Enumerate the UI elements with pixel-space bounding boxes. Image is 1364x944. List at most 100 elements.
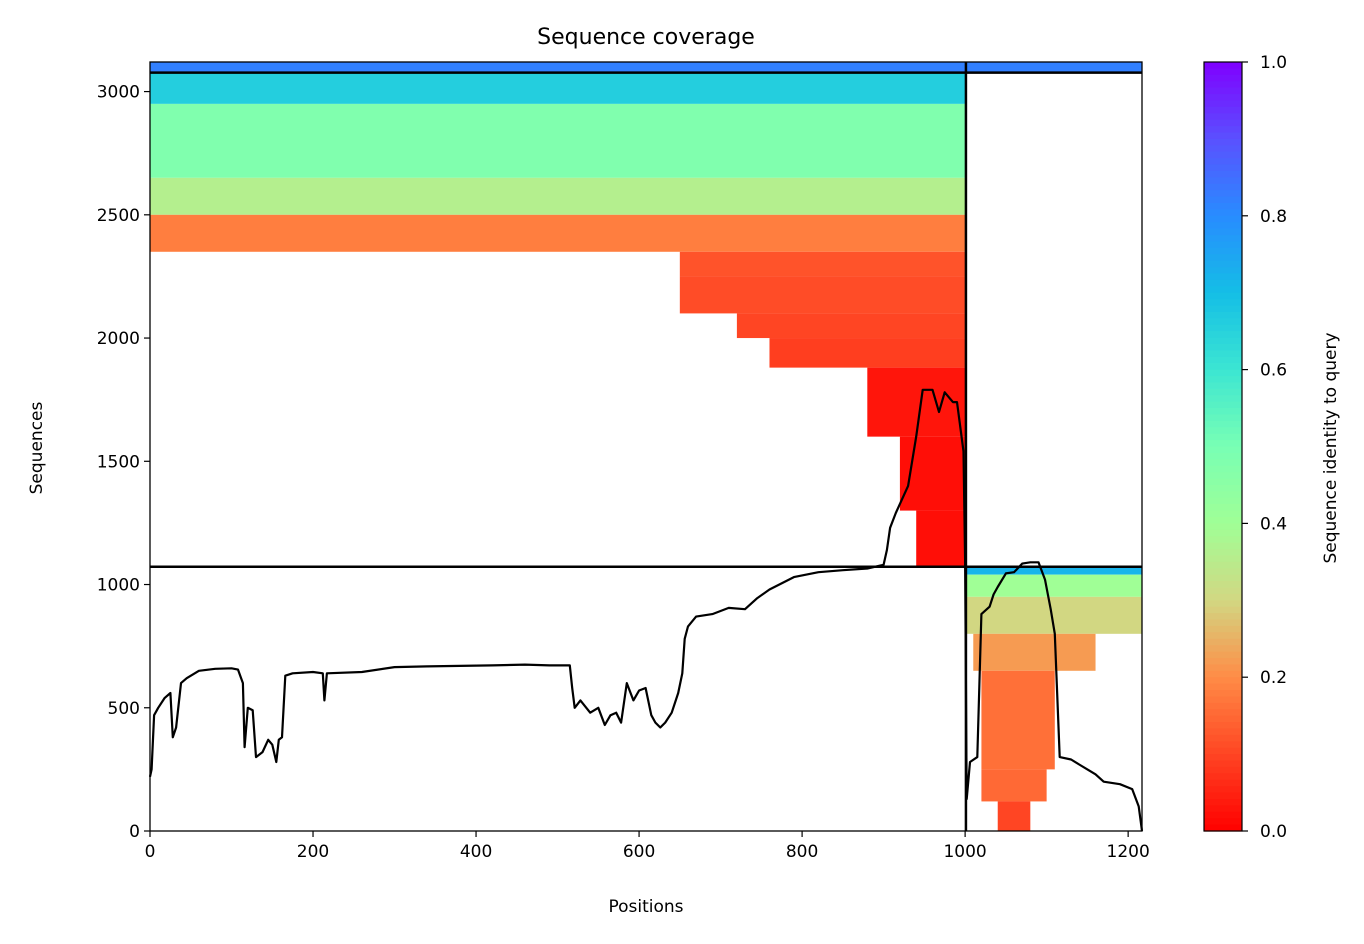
coverage-block <box>150 72 966 104</box>
coverage-block <box>736 313 966 339</box>
colorbar-segment <box>1204 754 1242 762</box>
colorbar-segment <box>1204 664 1242 672</box>
colorbar-segment <box>1204 138 1242 146</box>
coverage-block <box>150 177 966 215</box>
colorbar-segment <box>1204 625 1242 633</box>
colorbar-segment <box>1204 536 1242 544</box>
colorbar-segment <box>1204 818 1242 826</box>
colorbar-segment <box>1204 452 1242 460</box>
x-tick-label: 1000 <box>943 842 986 862</box>
y-tick-label: 0 <box>129 822 140 842</box>
coverage-block <box>981 769 1047 802</box>
colorbar-segment <box>1204 369 1242 377</box>
colorbar-segment <box>1204 331 1242 339</box>
colorbar-segment <box>1204 388 1242 396</box>
colorbar-segment <box>1204 760 1242 768</box>
colorbar-segment <box>1204 715 1242 723</box>
colorbar-segment <box>1204 632 1242 640</box>
colorbar-segment <box>1204 350 1242 358</box>
plot-frame <box>149 61 1143 832</box>
colorbar-segment <box>1204 408 1242 416</box>
colorbar-segment <box>1204 728 1242 736</box>
colorbar-label: Sequence identity to query <box>1321 332 1341 563</box>
colorbar-segment <box>1204 459 1242 467</box>
colorbar-segment <box>1204 279 1242 287</box>
colorbar-segment <box>1204 472 1242 480</box>
colorbar-segment <box>1204 286 1242 294</box>
colorbar-segment <box>1204 164 1242 172</box>
colorbar-segment <box>1204 343 1242 351</box>
colorbar-tick-label: 0.2 <box>1260 668 1287 688</box>
colorbar-segment <box>1204 651 1242 659</box>
colorbar-segment <box>1204 356 1242 364</box>
y-tick-label: 1000 <box>97 576 140 596</box>
colorbar-segment <box>1204 542 1242 550</box>
colorbar-segment <box>1204 62 1242 70</box>
colorbar-segment <box>1204 581 1242 589</box>
colorbar-segment <box>1204 504 1242 512</box>
colorbar-segment <box>1204 773 1242 781</box>
colorbar-segment <box>1204 593 1242 601</box>
colorbar-segment <box>1204 420 1242 428</box>
colorbar-segment <box>1204 247 1242 255</box>
colorbar-segment <box>1204 87 1242 95</box>
colorbar-segment <box>1204 440 1242 448</box>
coverage-block <box>867 367 966 437</box>
colorbar-frame <box>1203 61 1243 832</box>
y-tick-label: 2500 <box>97 206 140 226</box>
colorbar-segment <box>1204 523 1242 531</box>
colorbar-segment <box>1204 516 1242 524</box>
colorbar-segment <box>1204 734 1242 742</box>
colorbar-segment <box>1204 568 1242 576</box>
y-axis-label: Sequences <box>27 402 47 495</box>
colorbar-segment <box>1204 100 1242 108</box>
y-tick-label: 3000 <box>97 83 140 103</box>
colorbar-segment <box>1204 645 1242 653</box>
coverage-block <box>679 251 966 277</box>
coverage-line <box>148 388 1144 832</box>
colorbar-segment <box>1204 606 1242 614</box>
coverage-block <box>150 103 966 178</box>
y-tick-label: 500 <box>108 699 140 719</box>
colorbar-segment <box>1204 766 1242 774</box>
colorbar-segment <box>1204 792 1242 800</box>
colorbar-segment <box>1204 561 1242 569</box>
y-tick-label: 2000 <box>97 329 140 349</box>
colorbar-segment <box>1204 690 1242 698</box>
colorbar-segment <box>1204 376 1242 384</box>
x-axis-label: Positions <box>608 897 683 917</box>
colorbar-segment <box>1204 318 1242 326</box>
coverage-block <box>965 566 1142 575</box>
colorbar-segment <box>1204 260 1242 268</box>
colorbar-segment <box>1204 106 1242 114</box>
coverage-block <box>769 338 966 368</box>
colorbar-segment <box>1204 549 1242 557</box>
colorbar-segment <box>1204 158 1242 166</box>
colorbar-segment <box>1204 273 1242 281</box>
colorbar-segment <box>1204 292 1242 300</box>
colorbar-segment <box>1204 395 1242 403</box>
colorbar-tick-label: 0.6 <box>1260 361 1287 381</box>
x-tick-label: 800 <box>786 842 818 862</box>
colorbar: 0.0 0.2 0.4 0.6 0.8 1.0 <box>1203 53 1287 842</box>
coverage-block <box>973 633 1096 671</box>
colorbar-segment <box>1204 465 1242 473</box>
colorbar-segment <box>1204 613 1242 621</box>
colorbar-segment <box>1204 228 1242 236</box>
colorbar-segment <box>1204 779 1242 787</box>
x-tick-label: 600 <box>623 842 655 862</box>
colorbar-tick-label: 1.0 <box>1260 53 1287 73</box>
colorbar-segment <box>1204 427 1242 435</box>
colorbar-segment <box>1204 587 1242 595</box>
colorbar-segment <box>1204 657 1242 665</box>
colorbar-segment <box>1204 126 1242 134</box>
colorbar-segment <box>1204 145 1242 153</box>
colorbar-segment <box>1204 510 1242 518</box>
colorbar-segment <box>1204 113 1242 121</box>
colorbar-segment <box>1204 824 1242 832</box>
colorbar-segment <box>1204 555 1242 563</box>
colorbar-segment <box>1204 215 1242 223</box>
colorbar-segment <box>1204 222 1242 230</box>
colorbar-segment <box>1204 382 1242 390</box>
